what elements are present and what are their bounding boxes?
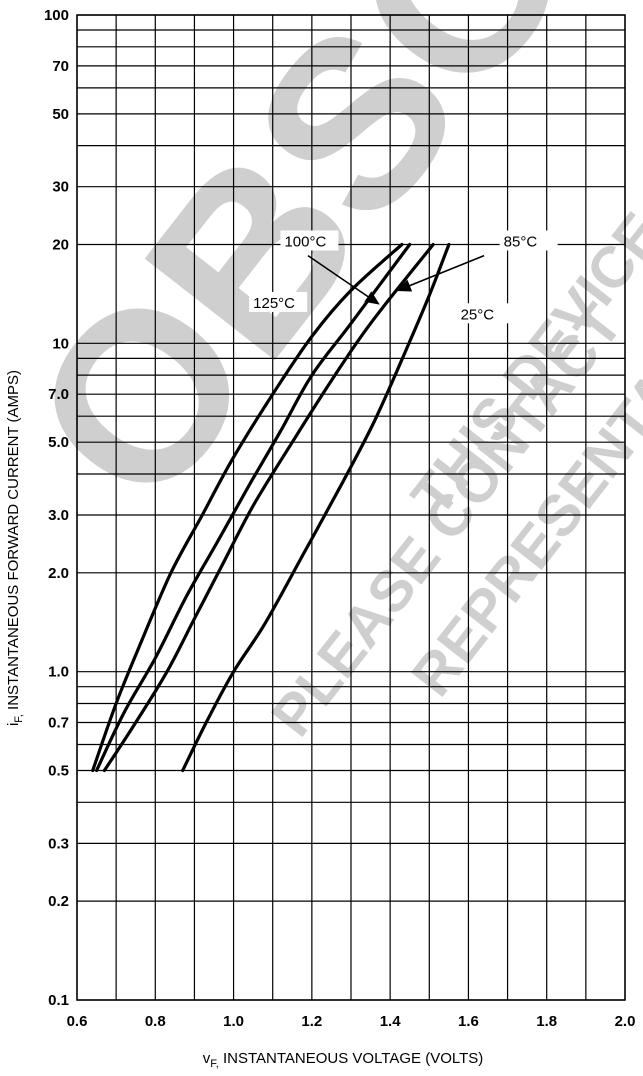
annotation-label: 125°C <box>253 295 295 312</box>
y-tick-label: 0.1 <box>48 992 69 1009</box>
tick-labels: 0.6 0.8 1.0 1.2 1.4 1.6 1.8 2.0 0.1 0.2 0.3 0.5 0.7 1… <box>44 7 635 1030</box>
curve-25c <box>181 242 451 773</box>
y-tick-label: 2.0 <box>48 565 69 582</box>
y-tick-label: 20 <box>52 236 69 253</box>
annotations: 100°C 85°C 125°C 25°C <box>249 230 558 324</box>
y-tick-label: 30 <box>52 179 69 196</box>
curves <box>91 242 451 773</box>
annotation-bg <box>280 230 339 251</box>
x-tick-label: 2.0 <box>615 1013 636 1030</box>
annotation-bg <box>456 303 515 324</box>
y-tick-label: 0.2 <box>48 893 69 910</box>
y-tick-label: 3.0 <box>48 507 69 524</box>
x-tick-label: 1.6 <box>458 1013 479 1030</box>
y-tick-label: 70 <box>52 58 69 75</box>
x-tick-label: 1.8 <box>536 1013 557 1030</box>
x-tick-label: 1.2 <box>301 1013 322 1030</box>
curve-85c <box>102 242 435 773</box>
y-tick-label: 10 <box>52 335 69 352</box>
y-tick-label: 0.3 <box>48 835 69 852</box>
y-tick-label: 1.0 <box>48 664 69 681</box>
annotation-bg <box>249 291 308 312</box>
annotation-label: 85°C <box>504 233 538 250</box>
x-tick-label: 1.0 <box>223 1013 244 1030</box>
x-axis-title: vF, INSTANTANEOUS VOLTAGE (VOLTS) <box>203 1050 484 1070</box>
y-axis-title: iF, INSTANTANEOUS FORWARD CURRENT (AMPS) <box>5 370 25 726</box>
y-tick-label: 50 <box>52 106 69 123</box>
x-tick-label: 0.8 <box>145 1013 166 1030</box>
y-tick-label: 100 <box>44 7 69 24</box>
curve-125c <box>91 242 404 773</box>
curve-100c <box>95 242 412 773</box>
y-tick-label: 7.0 <box>48 386 69 403</box>
annotation-label: 100°C <box>284 233 326 250</box>
annotation-label: 25°C <box>461 306 495 323</box>
leader-100c <box>307 254 380 305</box>
y-tick-label: 0.5 <box>48 763 69 780</box>
plot-frame <box>76 14 626 1001</box>
y-tick-label: 0.7 <box>48 715 69 732</box>
x-tick-label: 1.4 <box>380 1013 402 1030</box>
y-tick-label: 5.0 <box>48 434 69 451</box>
leader-85c <box>396 254 485 292</box>
x-tick-label: 0.6 <box>67 1013 88 1030</box>
annotation-bg <box>499 230 558 251</box>
